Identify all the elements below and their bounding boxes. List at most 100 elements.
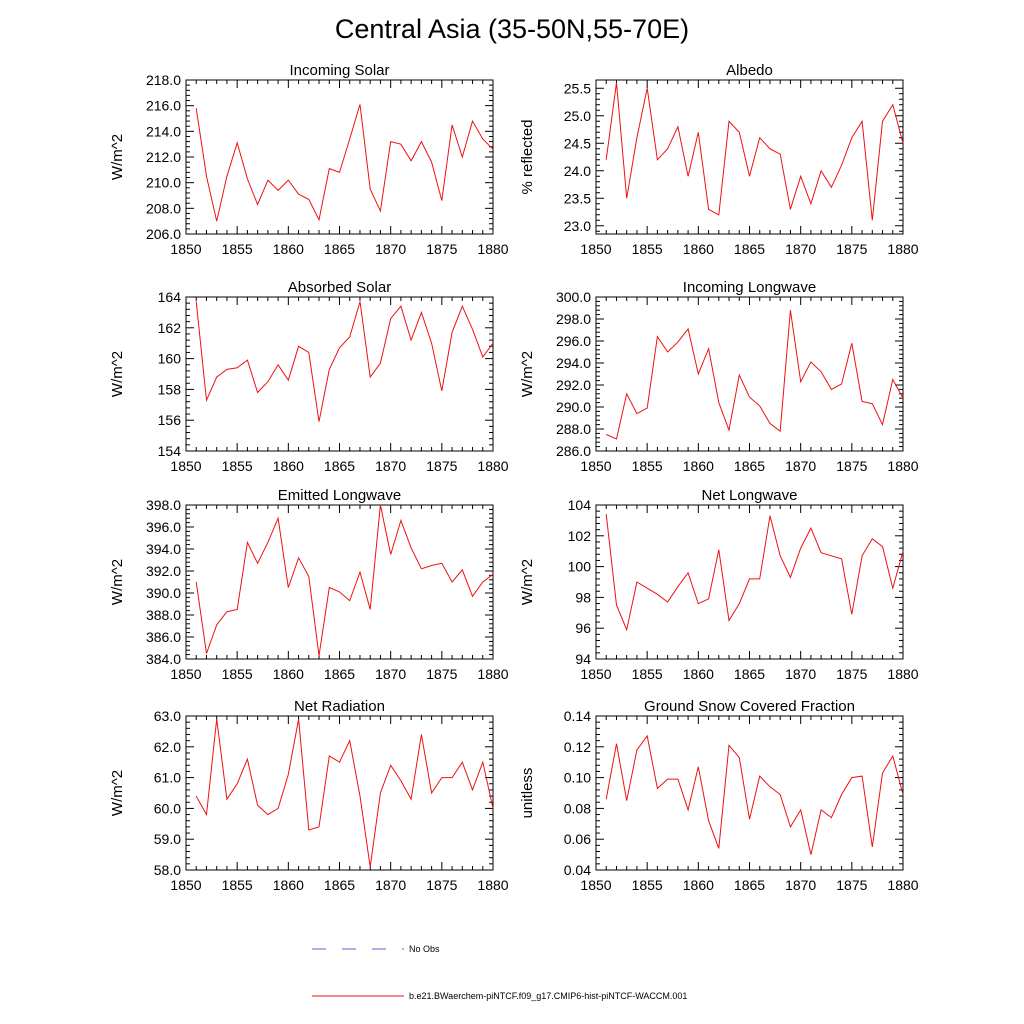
y-axis-label: unitless [519, 768, 536, 819]
x-tick-label: 1870 [375, 458, 406, 474]
x-tick-label: 1865 [324, 241, 355, 257]
x-tick-label: 1860 [683, 458, 714, 474]
y-tick-label: 63.0 [154, 708, 181, 724]
y-tick-label: 398.0 [146, 497, 181, 513]
series-line [605, 514, 904, 632]
y-tick-label: 212.0 [146, 149, 181, 165]
panels-group: Incoming Solar W/m^2 206.0 208.0 210.0 212.0 2… [109, 62, 919, 893]
series-line [605, 82, 904, 221]
y-tick-label: 0.06 [564, 831, 591, 847]
x-tick-label: 1880 [887, 458, 918, 474]
x-tick-label: 1865 [324, 877, 355, 893]
series-line [195, 104, 494, 222]
y-tick-label: 0.12 [564, 739, 591, 755]
y-tick-label: 296.0 [556, 333, 591, 349]
chart-panel: Incoming Solar W/m^2 206.0 208.0 210.0 212.0 2… [109, 62, 509, 257]
x-tick-label: 1865 [734, 877, 765, 893]
x-tick-label: 1855 [222, 877, 253, 893]
x-tick-label: 1875 [426, 877, 457, 893]
y-tick-label: 98 [575, 589, 591, 605]
x-tick-label: 1870 [785, 458, 816, 474]
x-tick-label: 1880 [477, 877, 508, 893]
chart-panel: Ground Snow Covered Fraction unitless 0.04… [519, 698, 919, 893]
y-tick-label: 96 [575, 620, 591, 636]
x-tick-label: 1880 [887, 666, 918, 682]
y-tick-label: 102 [568, 528, 592, 544]
y-axis-label: % reflected [519, 119, 536, 194]
y-tick-label: 23.0 [564, 218, 591, 234]
x-tick-label: 1870 [375, 241, 406, 257]
x-tick-label: 1870 [375, 877, 406, 893]
series-line [195, 301, 494, 422]
y-tick-label: 300.0 [556, 289, 591, 305]
y-tick-label: 60.0 [154, 800, 181, 816]
x-tick-label: 1880 [477, 241, 508, 257]
y-tick-label: 24.0 [564, 163, 591, 179]
plot-frame [185, 715, 494, 871]
x-tick-label: 1850 [170, 666, 201, 682]
legend: No Obs b.e21.BWaerchem-piNTCF.f09_g17.CM… [312, 944, 687, 1001]
y-tick-label: 0.04 [564, 862, 591, 878]
x-tick-label: 1875 [426, 666, 457, 682]
y-tick-label: 104 [568, 497, 592, 513]
x-tick-label: 1855 [222, 666, 253, 682]
y-tick-label: 156 [158, 412, 182, 428]
x-tick-label: 1870 [375, 666, 406, 682]
y-axis-label: W/m^2 [109, 351, 126, 397]
chart-panel: Net Longwave W/m^2 94 96 98 100 102 104 1850 1855… [519, 487, 919, 682]
x-tick-label: 1875 [836, 458, 867, 474]
legend-obs-label: No Obs [409, 944, 440, 954]
y-tick-label: 298.0 [556, 311, 591, 327]
plot-frame [595, 79, 904, 235]
x-tick-label: 1880 [477, 666, 508, 682]
y-tick-label: 0.10 [564, 770, 591, 786]
x-tick-label: 1855 [632, 666, 663, 682]
x-tick-label: 1850 [170, 458, 201, 474]
x-tick-label: 1875 [426, 458, 457, 474]
x-tick-label: 1855 [632, 241, 663, 257]
x-tick-label: 1875 [836, 877, 867, 893]
y-tick-label: 208.0 [146, 200, 181, 216]
y-tick-label: 25.0 [564, 108, 591, 124]
y-tick-label: 292.0 [556, 377, 591, 393]
panel-title: Incoming Solar [289, 62, 389, 79]
panel-title: Incoming Longwave [683, 279, 816, 296]
figure-title: Central Asia (35-50N,55-70E) [334, 14, 690, 44]
y-axis-label: W/m^2 [519, 351, 536, 397]
x-tick-label: 1855 [222, 241, 253, 257]
x-tick-label: 1865 [734, 666, 765, 682]
y-tick-label: 62.0 [154, 739, 181, 755]
y-tick-label: 294.0 [556, 355, 591, 371]
y-tick-label: 25.5 [564, 80, 591, 96]
panel-title: Albedo [726, 62, 773, 79]
y-axis-label: W/m^2 [109, 134, 126, 180]
x-tick-label: 1850 [580, 458, 611, 474]
y-tick-label: 216.0 [146, 98, 181, 114]
legend-model-label: b.e21.BWaerchem-piNTCF.f09_g17.CMIP6-his… [409, 991, 687, 1001]
x-tick-label: 1860 [273, 877, 304, 893]
y-axis-label: W/m^2 [109, 770, 126, 816]
y-tick-label: 384.0 [146, 651, 181, 667]
x-tick-label: 1855 [632, 877, 663, 893]
y-tick-label: 394.0 [146, 541, 181, 557]
plot-frame [595, 715, 904, 871]
x-tick-label: 1860 [273, 241, 304, 257]
chart-panel: Incoming Longwave W/m^2 286.0 288.0 290.0 292… [519, 279, 919, 474]
x-tick-label: 1865 [734, 241, 765, 257]
plot-frame [185, 79, 494, 235]
x-tick-label: 1875 [836, 666, 867, 682]
y-tick-label: 158 [158, 381, 182, 397]
x-tick-label: 1860 [683, 877, 714, 893]
y-axis-label: W/m^2 [109, 559, 126, 605]
panel-title: Net Radiation [294, 698, 385, 715]
x-tick-label: 1880 [477, 458, 508, 474]
x-tick-label: 1860 [683, 241, 714, 257]
x-tick-label: 1880 [887, 877, 918, 893]
x-tick-label: 1855 [222, 458, 253, 474]
x-tick-label: 1850 [170, 877, 201, 893]
y-tick-label: 286.0 [556, 443, 591, 459]
plot-frame [595, 504, 904, 660]
plot-frame [185, 296, 494, 452]
y-tick-label: 94 [575, 651, 591, 667]
